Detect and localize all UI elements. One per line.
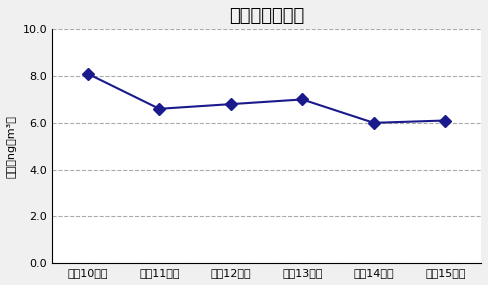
Title: ニッケル化合物: ニッケル化合物 bbox=[229, 7, 304, 25]
Y-axis label: 濃度（ng／m³）: 濃度（ng／m³） bbox=[7, 115, 17, 178]
